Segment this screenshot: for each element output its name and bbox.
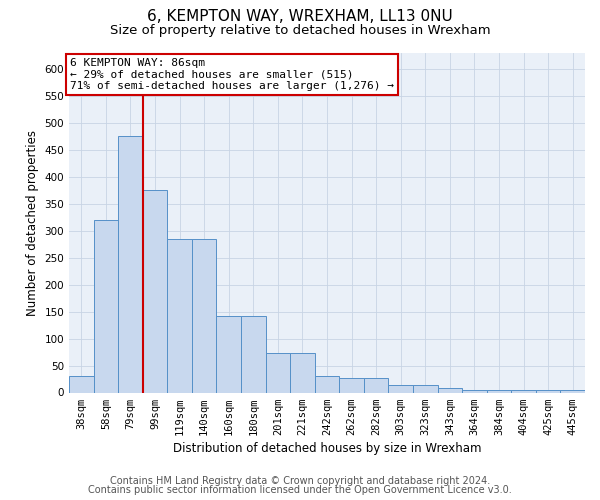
Bar <box>192 238 217 392</box>
Bar <box>388 385 413 392</box>
Bar <box>217 316 241 392</box>
Bar <box>511 390 536 392</box>
Bar <box>413 385 437 392</box>
Text: 6 KEMPTON WAY: 86sqm
← 29% of detached houses are smaller (515)
71% of semi-deta: 6 KEMPTON WAY: 86sqm ← 29% of detached h… <box>70 58 394 91</box>
X-axis label: Distribution of detached houses by size in Wrexham: Distribution of detached houses by size … <box>173 442 481 455</box>
Bar <box>241 316 266 392</box>
Bar <box>437 388 462 392</box>
Bar <box>266 353 290 393</box>
Bar <box>94 220 118 392</box>
Bar <box>118 136 143 392</box>
Y-axis label: Number of detached properties: Number of detached properties <box>26 130 39 316</box>
Bar <box>487 390 511 392</box>
Text: Contains HM Land Registry data © Crown copyright and database right 2024.: Contains HM Land Registry data © Crown c… <box>110 476 490 486</box>
Text: 6, KEMPTON WAY, WREXHAM, LL13 0NU: 6, KEMPTON WAY, WREXHAM, LL13 0NU <box>147 9 453 24</box>
Text: Contains public sector information licensed under the Open Government Licence v3: Contains public sector information licen… <box>88 485 512 495</box>
Bar <box>462 390 487 392</box>
Bar <box>536 390 560 392</box>
Bar <box>290 353 315 393</box>
Bar <box>167 238 192 392</box>
Bar <box>69 376 94 392</box>
Bar <box>560 390 585 392</box>
Bar <box>315 376 339 392</box>
Bar <box>143 190 167 392</box>
Text: Size of property relative to detached houses in Wrexham: Size of property relative to detached ho… <box>110 24 490 37</box>
Bar <box>339 378 364 392</box>
Bar <box>364 378 388 392</box>
